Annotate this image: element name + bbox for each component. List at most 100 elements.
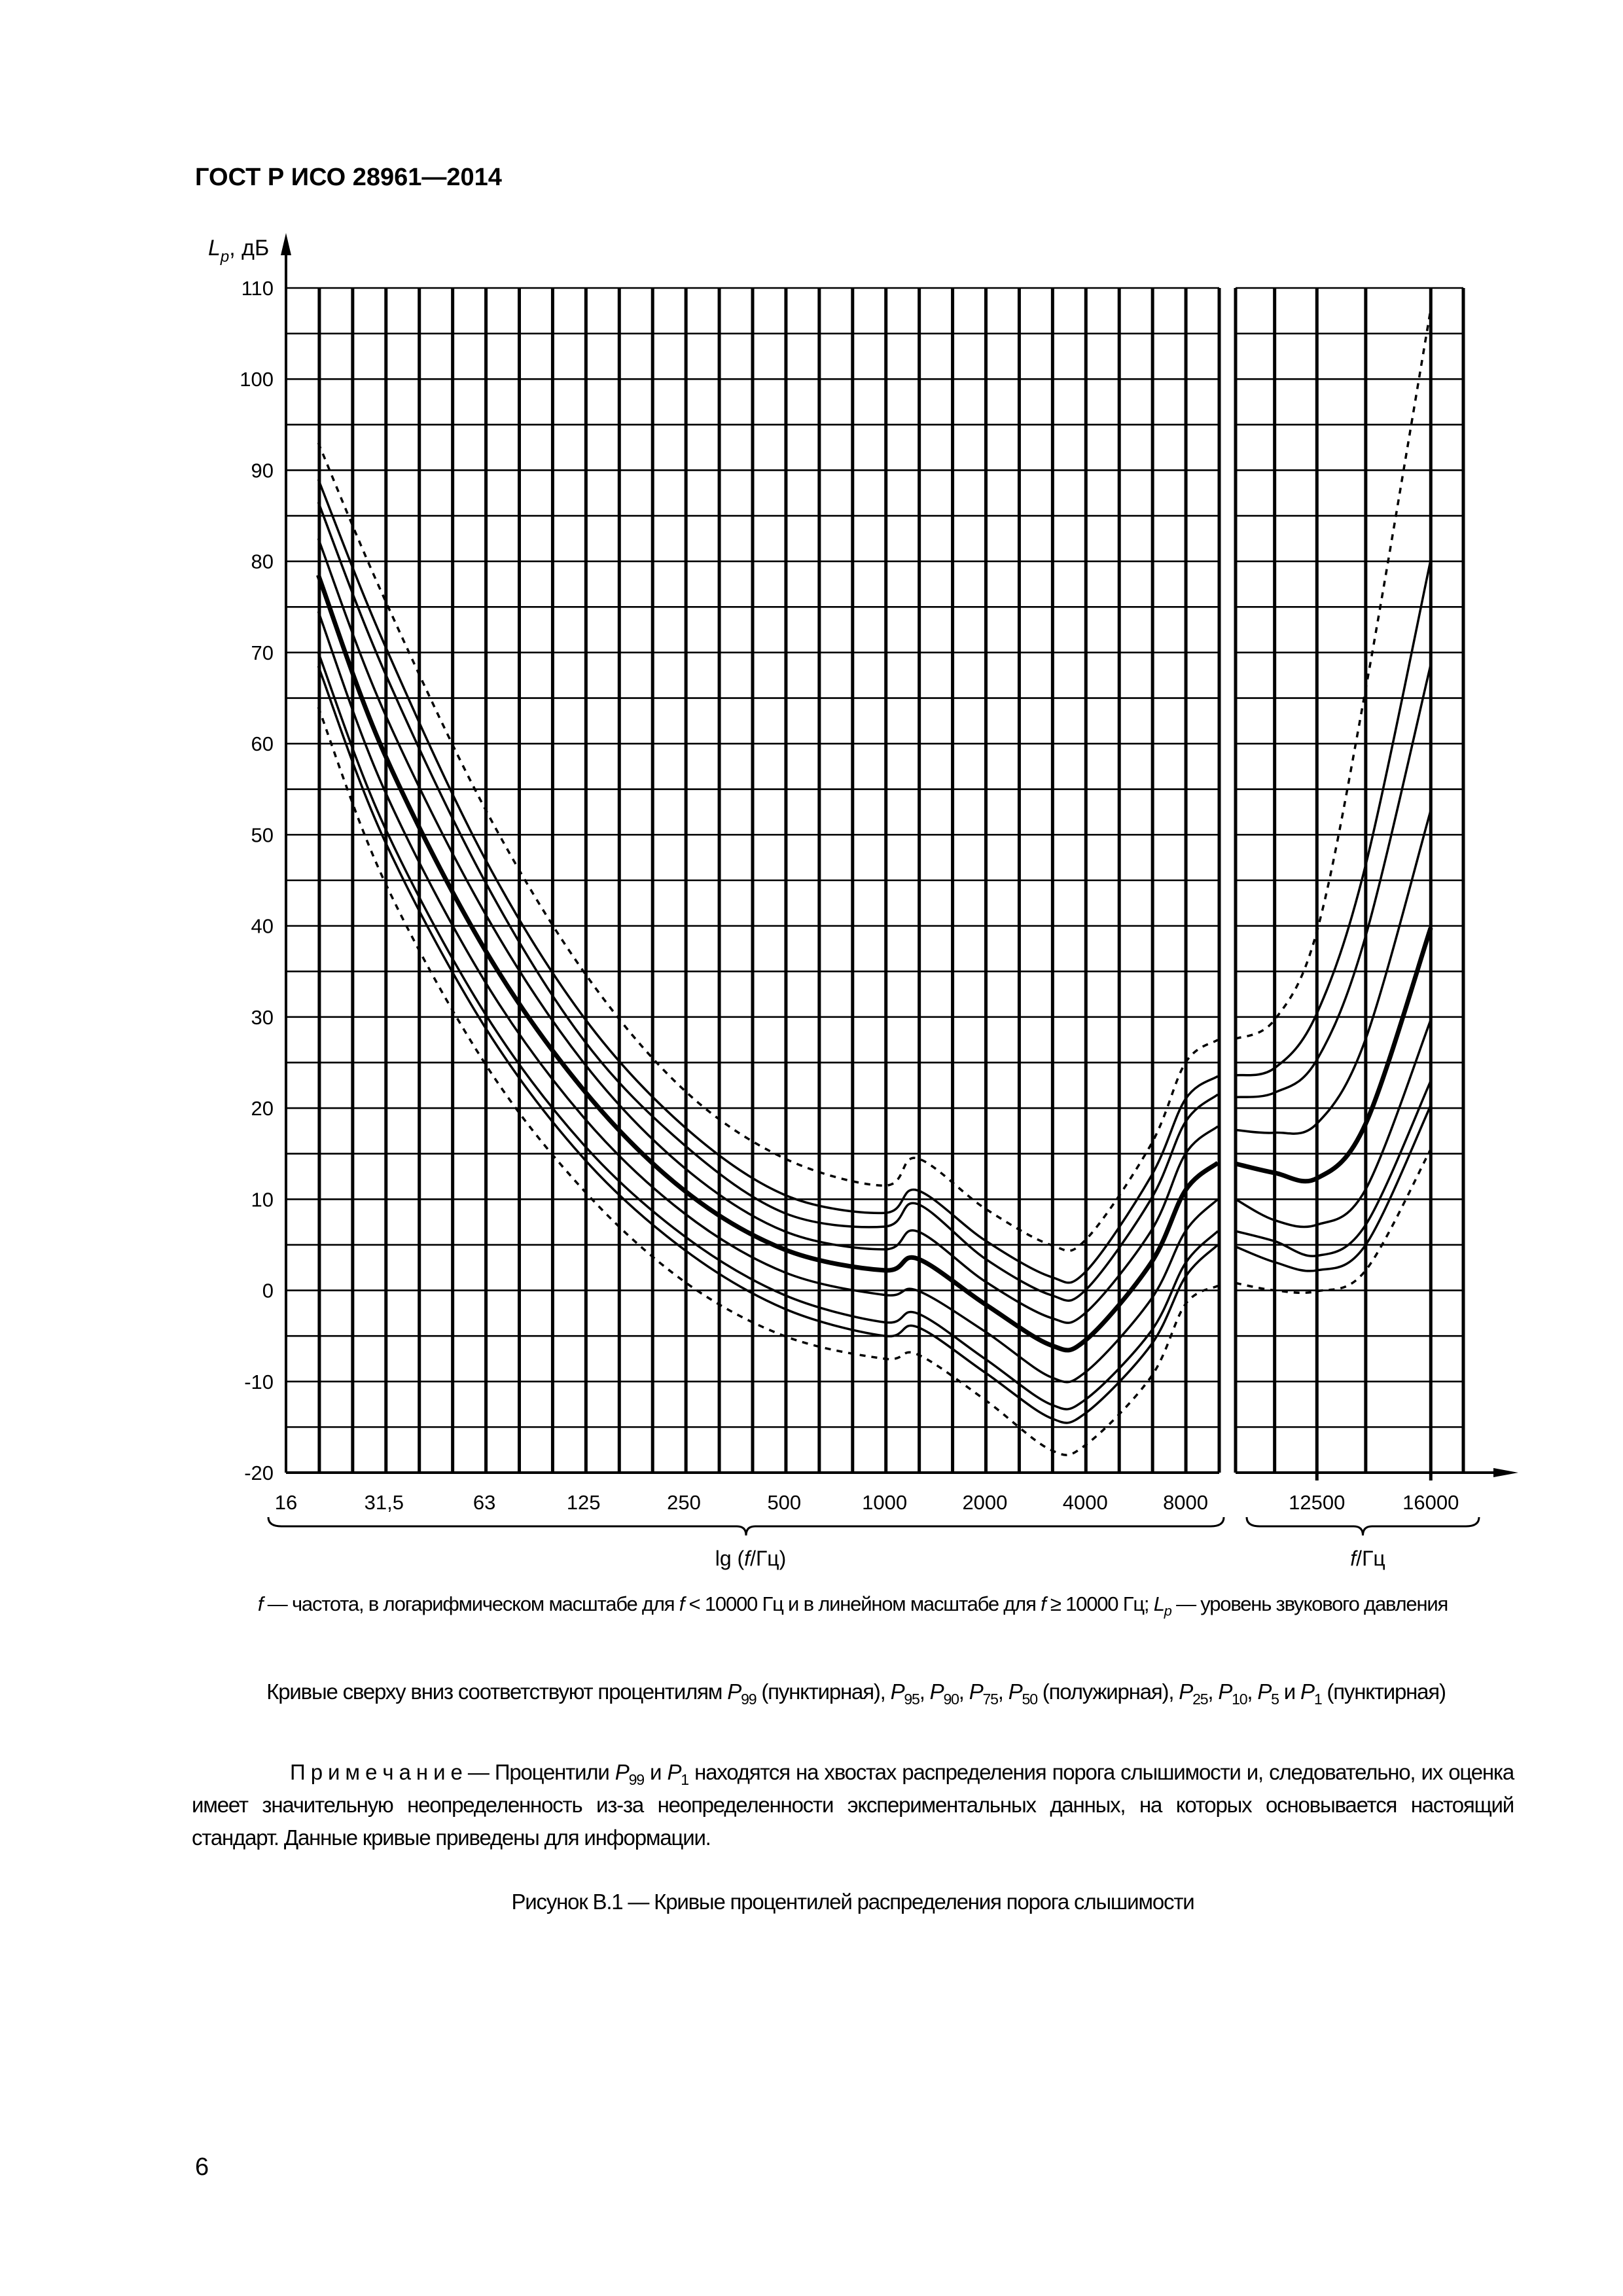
text-segment: — частота, в логарифмическом масштабе дл… (262, 1592, 679, 1615)
curve-p25-right (1235, 1019, 1432, 1229)
x-tick-label: 8000 (1163, 1491, 1208, 1514)
text-segment: 90 (943, 1691, 959, 1708)
x-tick-label: 12500 (1289, 1491, 1345, 1514)
x-tick-label: 63 (473, 1491, 495, 1514)
x-axis-label-linear: f/Гц (1350, 1547, 1385, 1570)
text-segment: P (727, 1679, 741, 1704)
x-axis-label-log: lg (f/Гц) (715, 1547, 787, 1570)
curve-p5-left (317, 666, 1219, 1424)
x-tick-label: 2000 (962, 1491, 1007, 1514)
text-segment: 99 (628, 1771, 645, 1789)
curve-p10-right (1235, 1080, 1432, 1257)
axis-label-segment: /Гц) (750, 1547, 786, 1570)
text-segment: p (1164, 1602, 1172, 1619)
text-segment: P (1300, 1679, 1315, 1704)
y-label-segment: L (208, 236, 221, 260)
text-segment: 1 (1313, 1691, 1323, 1708)
text-segment: P (929, 1679, 944, 1704)
curve-p95-left (317, 478, 1219, 1284)
y-tick-label: 110 (241, 277, 274, 300)
axes-note: f — частота, в логарифмическом масштабе … (192, 1590, 1514, 1618)
x-tick-label: 500 (767, 1491, 801, 1514)
curve-p90-left (317, 501, 1219, 1302)
text-segment: 50 (1022, 1691, 1039, 1708)
text-segment: 5 (1271, 1691, 1279, 1708)
curve-p1-left (317, 706, 1219, 1456)
y-tick-label: 100 (240, 368, 274, 391)
text-segment: f (257, 1592, 264, 1615)
brace-linear-scale (1245, 1516, 1480, 1536)
text-segment: 25 (1192, 1691, 1209, 1708)
curve-p5-right (1235, 1105, 1432, 1272)
page-number: 6 (195, 2153, 209, 2181)
text-segment: , (958, 1679, 969, 1704)
x-tick-label: 1000 (862, 1491, 907, 1514)
remark: П р и м е ч а н и е — Процентили P99 и P… (192, 1756, 1514, 1854)
y-tick-label: 0 (262, 1280, 274, 1302)
curve-p99-right (1235, 308, 1433, 1040)
text-segment: P (890, 1679, 905, 1704)
axis-label-segment: lg ( (715, 1547, 745, 1570)
text-segment: P (1008, 1679, 1023, 1704)
text-segment: f (679, 1592, 685, 1615)
y-tick-label: 10 (251, 1188, 274, 1211)
x-tick-label: 31,5 (365, 1491, 404, 1514)
y-tick-label: 70 (251, 641, 274, 664)
x-tick-label: 250 (667, 1491, 701, 1514)
y-tick-label: -10 (244, 1371, 274, 1393)
text-segment: P (969, 1679, 984, 1704)
text-segment: f (1041, 1592, 1046, 1615)
text-segment: (пунктирная) (1321, 1679, 1446, 1704)
curve-p75-left (317, 538, 1219, 1324)
x-tick-label: 4000 (1063, 1491, 1108, 1514)
curve-p99-left (317, 442, 1219, 1252)
curve-p50-right (1235, 927, 1433, 1184)
y-tick-label: 40 (251, 915, 274, 938)
text-segment: 1 (681, 1771, 689, 1789)
text-segment: P (615, 1760, 630, 1784)
text-segment: P (1257, 1679, 1272, 1704)
text-segment: P (667, 1760, 681, 1784)
text-segment: Кривые сверху вниз соответствуют процент… (266, 1679, 728, 1704)
curve-p1-right (1235, 1148, 1432, 1295)
text-segment: , (1247, 1679, 1258, 1704)
text-segment: 75 (982, 1691, 999, 1708)
text-segment: — уровень звукового давления (1171, 1592, 1448, 1615)
curve-p75-right (1235, 810, 1432, 1135)
curve-p50-left (316, 574, 1220, 1353)
y-tick-label: 90 (251, 459, 274, 482)
text-segment: и (1278, 1679, 1300, 1704)
text-segment: (пунктирная), (756, 1679, 891, 1704)
x-tick-label: 16000 (1402, 1491, 1459, 1514)
curves-note: Кривые сверху вниз соответствуют процент… (192, 1678, 1520, 1708)
y-tick-label: 60 (251, 732, 274, 755)
curve-p90-right (1235, 664, 1432, 1099)
text-segment: (полужирная), (1037, 1679, 1179, 1704)
y-tick-label: 20 (251, 1097, 274, 1120)
text-segment: 10 (1232, 1691, 1248, 1708)
text-segment: L (1153, 1592, 1165, 1615)
y-tick-label: 50 (251, 823, 274, 846)
y-tick-label: 80 (251, 550, 274, 573)
text-segment: 95 (904, 1691, 920, 1708)
text-segment: 99 (741, 1691, 757, 1708)
axis-label-segment: /Гц (1356, 1547, 1385, 1570)
text-segment: P (1179, 1679, 1193, 1704)
y-axis-label: Lp, дБ (208, 236, 269, 266)
text-segment: < 10000 Гц и в линейном масштабе для (684, 1592, 1041, 1615)
curve-p10-left (317, 652, 1219, 1410)
text-segment: , (997, 1679, 1008, 1704)
y-tick-label: 30 (251, 1006, 274, 1029)
y-axis-arrow-icon (281, 233, 291, 255)
text-segment: П р и м е ч а н и е — Процентили (290, 1760, 615, 1784)
x-tick-label: 16 (275, 1491, 297, 1514)
text-segment: ≥ 10000 Гц; (1045, 1592, 1154, 1615)
curve-p95-right (1235, 559, 1433, 1077)
x-axis-arrow-icon (1493, 1468, 1518, 1477)
text-segment: , (1207, 1679, 1219, 1704)
y-tick-label: -20 (244, 1462, 274, 1484)
text-segment: и (643, 1760, 668, 1784)
y-label-segment: p (220, 248, 229, 266)
y-label-segment: , дБ (229, 236, 269, 260)
